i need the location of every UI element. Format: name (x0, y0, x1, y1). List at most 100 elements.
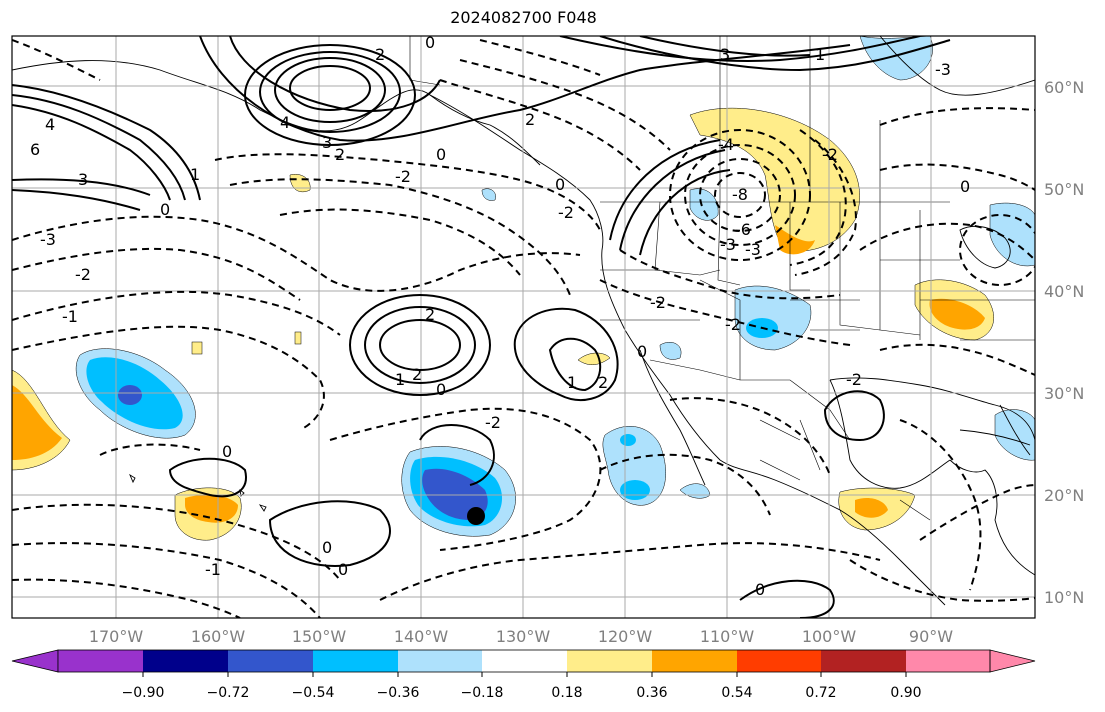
contour-dash-z (849, 559, 1035, 602)
colorbar-segment (652, 650, 737, 672)
contour-dash-y (919, 484, 1035, 541)
contour-dash-x (899, 419, 982, 591)
colorbar-extend-max (989, 649, 1036, 673)
contour-dash-low-e1 (789, 129, 847, 266)
border-states-3 (789, 202, 810, 291)
contour-label: 6 (30, 140, 40, 159)
colorbar-tick-label: −0.72 (207, 685, 250, 701)
contour-dash-k (619, 249, 841, 300)
contour-label: -3 (935, 60, 951, 79)
contour-dash-low-3 (699, 158, 781, 232)
shade-neg-central-core (422, 468, 488, 520)
contour-label: 2 (598, 373, 608, 392)
coast-cuba (959, 429, 1031, 446)
contour-solid-sw-low (419, 424, 495, 486)
colorbar-segment (821, 650, 906, 672)
contour-label: 0 (322, 538, 332, 557)
contour-label: 2 (425, 305, 435, 324)
contour-solid-central-high-2 (364, 306, 476, 384)
shade-pos-south-inner (185, 494, 238, 523)
contour-label: -3 (40, 230, 56, 249)
lon-label: 100°W (802, 627, 857, 646)
contour-solid-alaska-high-1 (244, 44, 416, 146)
contour-solid-east-pac (739, 579, 835, 618)
contour-dash-f (229, 178, 571, 296)
contour-solid-north-1 (559, 36, 921, 62)
contour-dash-t (859, 222, 1035, 261)
border-states-4 (839, 202, 881, 331)
contour-label: 0 (755, 580, 765, 599)
lon-label: 90°W (909, 627, 953, 646)
contour-label: 1 (567, 373, 577, 392)
contour-label: -2 (725, 315, 741, 334)
contour-label: 4 (45, 115, 55, 134)
coast-alaska (12, 60, 946, 606)
contour-dash-g (279, 208, 521, 276)
colorbar-segment (737, 650, 821, 672)
coast-mexico-east (829, 379, 951, 489)
contour-solid-south-2 (268, 500, 391, 567)
lon-label: 110°W (700, 627, 755, 646)
contour-dash-low-4 (714, 172, 766, 218)
border-mexico-states (759, 419, 931, 521)
border-states-5 (879, 202, 921, 336)
coast-baja (639, 349, 706, 486)
shade-neg-north (859, 36, 933, 81)
shade-pos-sw-small (577, 352, 611, 365)
contour-solid-west-5 (12, 189, 141, 211)
contour-dash-a (12, 215, 581, 292)
contour-label: 2 (335, 145, 345, 164)
contour-label: 1 (190, 165, 200, 184)
shade-pos-dot2 (294, 331, 302, 345)
contour-label: 0 (160, 200, 170, 219)
lon-label: 170°W (89, 627, 144, 646)
contour-label: 2 (375, 45, 385, 64)
shade-neg-coast (481, 188, 496, 201)
coast-hawaii-1 (258, 504, 267, 512)
contour-label: 0 (222, 442, 232, 461)
contour-solid-canada-1 (609, 139, 721, 241)
storm-center-marker (467, 507, 485, 525)
lat-label: 50°N (1044, 180, 1084, 199)
colorbar: −0.90 −0.72 −0.54 −0.36 −0.18 0.18 0.36 … (11, 649, 1036, 701)
lat-label: 10°N (1044, 588, 1084, 607)
colorbar-segment (398, 650, 482, 672)
map-frame (11, 35, 1036, 619)
colorbar-segment (906, 650, 990, 672)
lon-label: 160°W (191, 627, 246, 646)
contour-dash-r (599, 453, 771, 516)
contour-label: -2 (650, 293, 666, 312)
colorbar-frame (57, 649, 991, 673)
contour-dash-j (479, 39, 601, 76)
contour-solid-south-1 (168, 457, 247, 498)
negative-contours (12, 39, 1035, 618)
shade-pos-mexico-inner (855, 498, 888, 518)
contour-solid-subtrop-high (513, 307, 619, 401)
map-panel: 2 0 3 4 2 6 3 1 0 4 -3 -2 -1 1 -3 3 2 0 … (12, 36, 1035, 618)
contour-solid-central-high-1 (349, 294, 491, 396)
contour-label: -2 (558, 203, 574, 222)
contour-label: 0 (338, 560, 348, 579)
contour-dash-v (879, 107, 1035, 126)
contour-label: 3 (720, 45, 730, 64)
shade-pos-east-inner (929, 298, 985, 330)
border-states-1 (654, 201, 721, 276)
border-states-7 (600, 259, 1035, 380)
contour-label: 3 (322, 133, 332, 152)
coast-hudson (879, 36, 1035, 96)
colorbar-ticks (142, 672, 907, 677)
contour-dash-o (12, 542, 321, 618)
contour-dash-u (879, 163, 1035, 191)
contour-label: -2 (485, 413, 501, 432)
contour-dash-s (669, 397, 831, 476)
lat-label: 20°N (1044, 486, 1084, 505)
longitude-labels: 170°W 160°W 150°W 140°W 130°W 120°W 110°… (89, 627, 953, 646)
contour-label: -4 (718, 135, 734, 154)
contour-label: -2 (395, 167, 411, 186)
map-title: 2024082700 F048 (450, 8, 597, 27)
contour-solid-west-4 (12, 178, 151, 196)
contour-label: -3 (745, 240, 761, 259)
contour-label: 0 (436, 145, 446, 164)
contour-dash-m (329, 407, 602, 551)
